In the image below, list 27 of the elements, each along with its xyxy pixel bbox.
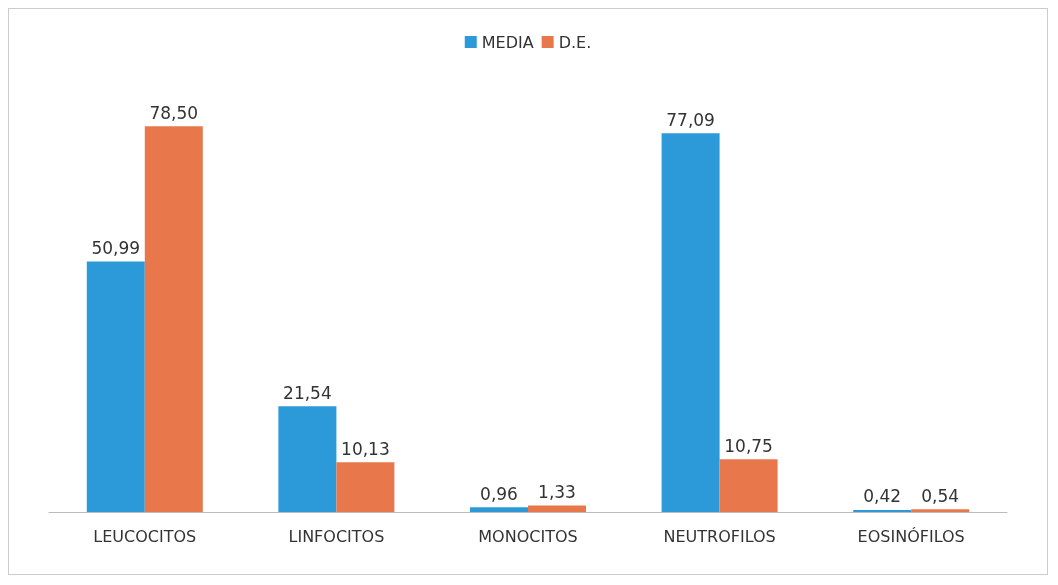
x-tick-label: EOSINÓFILOS [857,526,965,546]
x-tick-label: LEUCOCITOS [93,526,197,546]
legend-label: MEDIA [481,32,534,52]
data-label: 21,54 [283,382,332,403]
data-label: 10,75 [724,435,773,456]
data-label: 0,96 [480,483,518,504]
data-label: 77,09 [666,109,715,130]
x-tick-label: NEUTROFILOS [663,526,776,546]
bar [278,406,337,512]
x-tick-label: MONOCITOS [478,526,578,546]
data-label: 0,54 [921,485,960,506]
bar [528,505,586,512]
data-label: 1,33 [538,481,576,502]
bar [336,462,395,512]
bar [144,126,203,512]
data-label: 78,50 [149,102,199,123]
data-label: 10,13 [341,438,390,459]
x-tick-label: LINFOCITOS [288,526,385,546]
bar [661,133,720,512]
data-label: 50,99 [91,238,141,259]
bar [470,507,528,512]
bar [911,509,970,512]
legend-label: D.E. [558,32,592,52]
bar [86,261,145,512]
bar [719,459,778,512]
data-label: 0,42 [863,486,902,507]
bar [853,509,912,512]
